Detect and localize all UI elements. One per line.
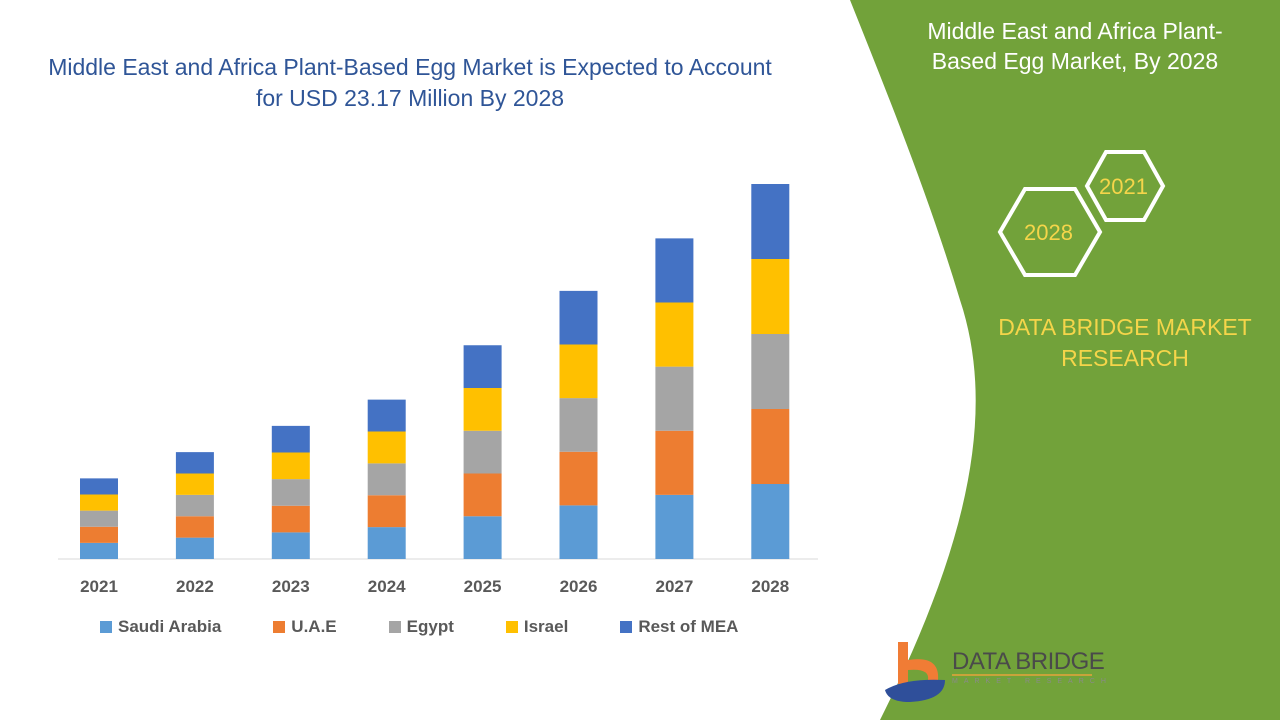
legend-label: Israel (523, 617, 569, 636)
bar-2025-rest-of-mea (463, 345, 502, 388)
bar-2028-israel (751, 259, 790, 334)
logo-name: DATA BRIDGE (952, 648, 1105, 675)
bar-2023-egypt (271, 479, 310, 506)
legend-swatch (100, 621, 112, 633)
bar-2025-israel (463, 388, 502, 431)
x-tick-label: 2022 (176, 577, 214, 596)
hexagon-2021 (1084, 150, 1166, 222)
bar-2025-u-a-e (463, 473, 502, 517)
bar-2027-u-a-e (655, 430, 694, 495)
chart-title: Middle East and Africa Plant-Based Egg M… (48, 54, 772, 111)
bar-2021-israel (80, 494, 118, 511)
bar-2023-saudi-arabia (271, 532, 310, 559)
x-tick-label: 2026 (560, 577, 598, 596)
bar-2028-u-a-e (751, 409, 790, 484)
green-panel (850, 0, 1280, 720)
legend-swatch (505, 621, 518, 633)
bar-2024-rest-of-mea (367, 399, 406, 432)
bar-2021-egypt (80, 510, 118, 527)
bar-2027-rest-of-mea (655, 238, 694, 303)
bar-2026-israel (559, 344, 598, 399)
x-tick-label: 2028 (751, 577, 789, 596)
x-tick-label: 2024 (368, 577, 406, 596)
bar-2023-israel (271, 452, 310, 480)
bar-2024-u-a-e (367, 495, 406, 528)
legend: Saudi Arabia U.A.E Egypt Israel Rest of MEA (100, 617, 790, 637)
bar-2026-rest-of-mea (559, 290, 598, 345)
logo-icon (885, 642, 945, 702)
hex-label-2021: 2021 (1099, 174, 1148, 199)
bar-2026-u-a-e (559, 451, 598, 506)
bar-2022-u-a-e (175, 516, 214, 538)
bar-2025-saudi-arabia (463, 516, 502, 559)
legend-item: Saudi Arabia (100, 617, 221, 637)
x-tick-label: 2027 (655, 577, 693, 596)
legend-item: Rest of MEA (620, 617, 738, 637)
bar-2022-rest-of-mea (175, 452, 214, 474)
bar-2024-israel (367, 431, 406, 464)
bar-2022-israel (175, 473, 214, 495)
legend-swatch (388, 621, 401, 633)
legend-label: U.A.E (291, 617, 337, 636)
logo-sub: MARKET RESEARCH (952, 678, 1112, 685)
legend-label: Rest of MEA (638, 617, 739, 636)
panel-title: Middle East and Africa Plant-Based Egg M… (927, 18, 1223, 74)
brand-text: DATA BRIDGE MARKET RESEARCH (998, 314, 1252, 371)
bar-2021-u-a-e (80, 526, 118, 543)
x-tick-label: 2025 (464, 577, 502, 596)
bar-2021-saudi-arabia (80, 542, 118, 559)
bar-2023-u-a-e (271, 505, 310, 533)
bar-2025-egypt (463, 430, 502, 474)
bar-2022-saudi-arabia (175, 537, 214, 559)
bar-2028-saudi-arabia (751, 484, 790, 559)
bar-2026-saudi-arabia (559, 505, 598, 559)
legend-label: Saudi Arabia (118, 617, 222, 636)
bar-2023-rest-of-mea (271, 425, 310, 453)
bar-2027-egypt (655, 366, 694, 431)
bar-2021-rest-of-mea (80, 478, 118, 495)
legend-label: Egypt (406, 617, 454, 636)
hex-label-2028: 2028 (1024, 220, 1073, 245)
bar-2024-saudi-arabia (367, 527, 406, 559)
bar-2022-egypt (175, 494, 214, 517)
legend-item: Egypt (388, 617, 454, 637)
legend-swatch (620, 621, 633, 633)
bar-2026-egypt (559, 398, 598, 452)
bar-2027-israel (655, 302, 694, 367)
legend-swatch (273, 621, 286, 633)
hexagon-2028 (997, 187, 1103, 277)
x-tick-label: 2021 (80, 577, 118, 596)
bar-2028-egypt (751, 334, 790, 409)
chart: 2021 2022 2023 2024 2025 2026 2027 2028 (58, 184, 818, 596)
bar-2024-egypt (367, 463, 406, 496)
bar-2027-saudi-arabia (655, 494, 694, 559)
x-tick-label: 2023 (272, 577, 310, 596)
legend-item: U.A.E (273, 617, 337, 637)
bar-2028-rest-of-mea (751, 184, 790, 259)
legend-item: Israel (505, 617, 569, 637)
